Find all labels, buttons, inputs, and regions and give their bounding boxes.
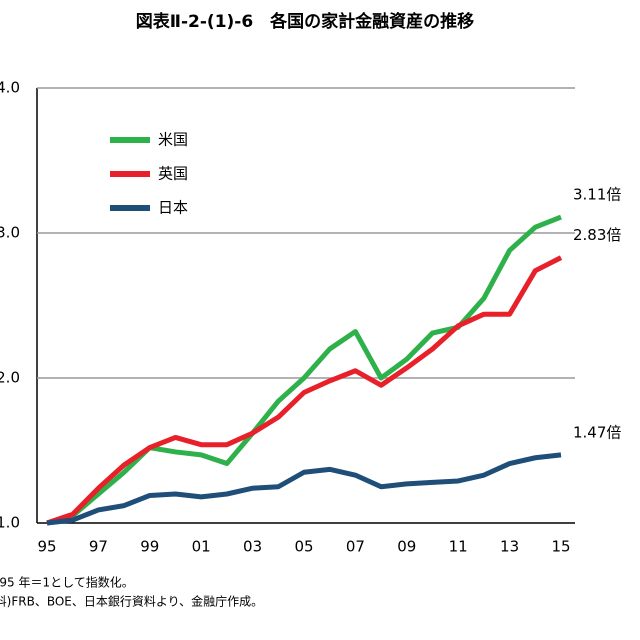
x-tick-label: 03 [243,538,262,556]
legend-label: 米国 [158,131,188,149]
x-tick-label: 13 [500,538,519,556]
legend-label: 英国 [158,165,188,183]
x-tick-label: 95 [37,538,56,556]
x-tick-label: 99 [140,538,159,556]
y-tick-label: 2.0 [0,369,20,387]
x-tick-label: 15 [551,538,570,556]
note: (資料)FRB、BOE、日本銀行資料より、金融庁作成。 [0,594,263,609]
end-label: 3.11倍 [573,186,621,204]
x-tick-label: 07 [346,538,365,556]
x-tick-label: 01 [192,538,211,556]
series-line [46,214,562,526]
y-tick-label: 4.0 [0,79,20,97]
series-line [46,255,563,526]
y-tick-label: 3.0 [0,224,20,242]
end-label: 2.83倍 [573,226,621,244]
x-tick-label: 97 [89,538,108,556]
end-label: 1.47倍 [573,423,621,441]
series-line [46,452,562,526]
legend-label: 日本 [158,199,188,217]
y-tick-label: 1.0 [0,514,20,532]
x-tick-label: 05 [294,538,313,556]
x-tick-label: 11 [449,538,468,556]
chart-title: 図表Ⅱ-2-(1)-6 各国の家計金融資産の推移 [136,11,474,32]
x-tick-label: 09 [397,538,416,556]
note: (注)95 年＝1として指数化。 [0,575,134,590]
